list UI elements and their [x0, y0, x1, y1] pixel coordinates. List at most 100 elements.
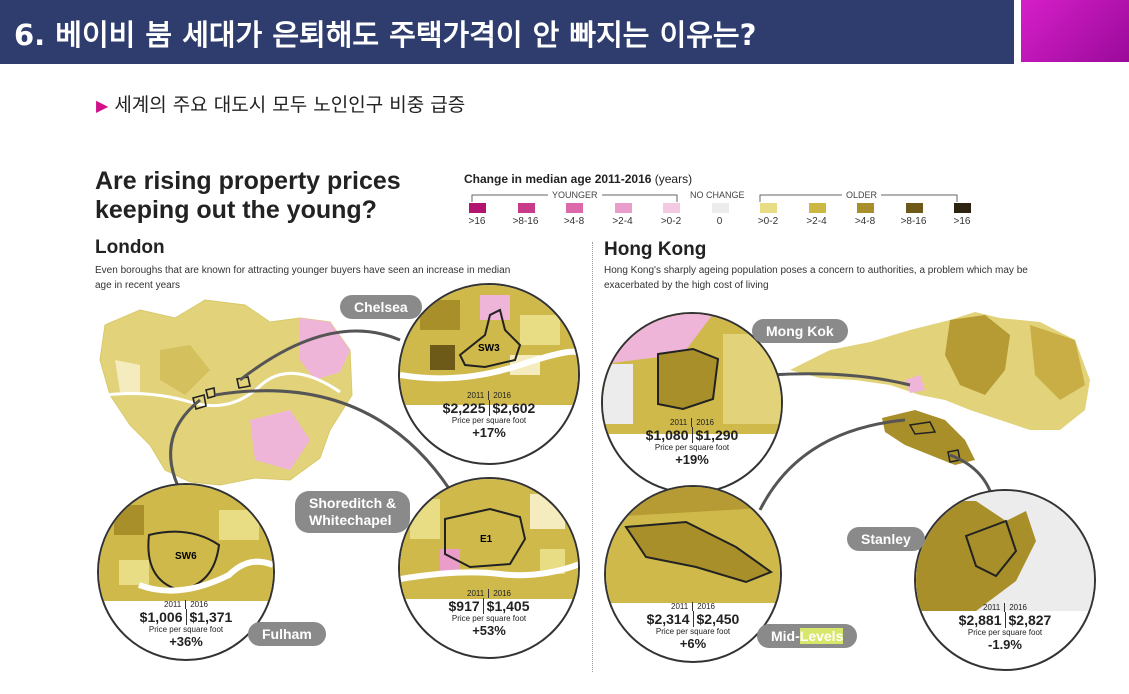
- shoreditch-map: [400, 479, 578, 599]
- legend-label: >0-2: [757, 216, 779, 227]
- fulham-circle: SW6 2011 2016 $1,006 $1,371 Price per squa…: [97, 483, 275, 661]
- legend-label: >16: [468, 216, 486, 227]
- shoreditch-change: +53%: [472, 623, 506, 638]
- legend-swatch: [663, 203, 680, 213]
- legend-older: OLDER: [842, 190, 882, 200]
- mongkok-ppsf: Price per square foot: [654, 443, 730, 452]
- fulham-price1: $1,006: [137, 609, 187, 625]
- chelsea-year2: 2016: [493, 391, 511, 400]
- chelsea-change: +17%: [472, 425, 506, 440]
- legend-swatch: [614, 203, 632, 213]
- shoreditch-price1: $917: [446, 598, 484, 614]
- bullet-item: ▶ 세계의 주요 대도시 모두 노인인구 비중 급증: [96, 90, 465, 117]
- shoreditch-pill-line-2: Whitechapel: [309, 512, 392, 528]
- chelsea-circle: SW3 2011 2016 $2,225 $2,602 Price per squa…: [398, 283, 580, 465]
- infographic-heading: Are rising property prices keeping out t…: [95, 167, 455, 225]
- legend-swatch: [469, 203, 486, 213]
- midlevels-pill-b: Levels: [799, 628, 844, 644]
- mongkok-pill: Mong Kok: [752, 319, 848, 343]
- chelsea-year1: 2011: [463, 391, 490, 400]
- stanley-ppsf: Price per square foot: [967, 628, 1043, 637]
- legend-swatch: [905, 203, 923, 213]
- mongkok-stats: 2011 2016 $1,080 $1,290 Price per square f…: [603, 418, 781, 467]
- chelsea-stats: 2011 2016 $2,225 $2,602 Price per square f…: [400, 391, 578, 440]
- bullet-text: 세계의 주요 대도시 모두 노인인구 비중 급증: [114, 94, 466, 116]
- legend-label: >4-8: [854, 216, 876, 227]
- legend-swatch: [954, 203, 971, 213]
- fulham-pill: Fulham: [248, 622, 326, 646]
- midlevels-ppsf: Price per square foot: [655, 627, 731, 636]
- stanley-circle: 2011 2016 $2,881 $2,827 Price per square f…: [914, 489, 1096, 671]
- legend-label: >16: [953, 216, 971, 227]
- legend-label: >0-2: [660, 216, 682, 227]
- hongkong-desc-line-2: exacerbated by the high cost of living: [604, 280, 769, 291]
- stanley-stats: 2011 2016 $2,881 $2,827 Price per square f…: [916, 603, 1094, 652]
- fulham-code: SW6: [175, 551, 197, 562]
- legend-title: Change in median age 2011-2016 (years): [464, 172, 692, 186]
- midlevels-change: +6%: [679, 636, 707, 651]
- fulham-ppsf: Price per square foot: [148, 625, 224, 634]
- panel-divider: [592, 242, 593, 672]
- shoreditch-code: E1: [480, 534, 493, 545]
- fulham-change: +36%: [169, 634, 203, 649]
- legend-swatch: [517, 203, 535, 213]
- midlevels-price1: $2,314: [644, 611, 694, 627]
- mongkok-year2: 2016: [696, 418, 714, 427]
- shoreditch-pill-line-1: Shoreditch &: [309, 495, 397, 511]
- hongkong-desc-line-1: Hong Kong's sharply ageing population po…: [604, 265, 1028, 276]
- legend-title-bold: Change in median age 2011-2016: [464, 172, 652, 186]
- slide-title: 6. 베이비 붐 세대가 은퇴해도 주택가격이 안 빠지는 이유는?: [14, 18, 757, 52]
- fulham-stats: 2011 2016 $1,006 $1,371 Price per square f…: [99, 600, 273, 649]
- mongkok-circle: 2011 2016 $1,080 $1,290 Price per square f…: [601, 312, 783, 494]
- shoreditch-stats: 2011 2016 $917 $1,405 Price per square foo…: [400, 589, 578, 638]
- chelsea-map: [400, 285, 578, 405]
- hongkong-title: Hong Kong: [604, 239, 707, 260]
- legend-swatch: [711, 203, 729, 213]
- legend-title-unit: (years): [654, 172, 693, 186]
- mongkok-year1: 2011: [666, 418, 693, 427]
- hongkong-map: [790, 312, 1090, 465]
- stanley-year2: 2016: [1009, 603, 1027, 612]
- stanley-price2: $2,827: [1008, 612, 1052, 628]
- legend-swatch: [566, 203, 583, 213]
- fulham-year2: 2016: [190, 600, 208, 609]
- legend-swatch: [808, 203, 826, 213]
- fulham-map: [99, 485, 273, 601]
- shoreditch-circle: E1 2011 2016 $917 $1,405 Price per square …: [398, 477, 580, 659]
- legend-younger: YOUNGER: [548, 190, 602, 200]
- london-desc-line-1: Even boroughs that are known for attract…: [95, 265, 511, 276]
- chelsea-price1: $2,225: [440, 400, 490, 416]
- shoreditch-pill: Shoreditch & Whitechapel: [295, 491, 411, 533]
- stanley-year1: 2011: [979, 603, 1006, 612]
- midlevels-stats: 2011 2016 $2,314 $2,450 Price per square f…: [606, 602, 780, 651]
- chelsea-ppsf: Price per square foot: [451, 416, 527, 425]
- midlevels-pill: Mid-Levels: [757, 624, 858, 648]
- heading-line-2: keeping out the young?: [95, 196, 377, 224]
- midlevels-pill-a: Mid-: [771, 628, 800, 644]
- stanley-change: -1.9%: [988, 637, 1022, 652]
- midlevels-circle: 2011 2016 $2,314 $2,450 Price per square f…: [604, 485, 782, 663]
- legend-nochange: NO CHANGE: [690, 190, 745, 200]
- london-title: London: [95, 237, 165, 258]
- legend-swatch: [760, 203, 777, 213]
- legend-label: >4-8: [563, 216, 585, 227]
- heading-line-1: Are rising property prices: [95, 167, 401, 195]
- legend-label: >8-16: [900, 216, 927, 227]
- fulham-year1: 2011: [160, 600, 187, 609]
- mongkok-change: +19%: [675, 452, 709, 467]
- legend-swatch: [857, 203, 874, 213]
- chelsea-pill: Chelsea: [340, 295, 422, 319]
- midlevels-price2: $2,450: [696, 611, 740, 627]
- hongkong-desc: Hong Kong's sharply ageing population po…: [604, 263, 1104, 293]
- shoreditch-year2: 2016: [493, 589, 511, 598]
- midlevels-year2: 2016: [697, 602, 715, 611]
- title-bar: 6. 베이비 붐 세대가 은퇴해도 주택가격이 안 빠지는 이유는?: [0, 0, 1014, 64]
- legend-label: >8-16: [512, 216, 539, 227]
- chelsea-code: SW3: [478, 343, 500, 354]
- legend-label: >2-4: [612, 216, 633, 227]
- legend-label: >2-4: [806, 216, 827, 227]
- shoreditch-price2: $1,405: [486, 598, 530, 614]
- stanley-pill: Stanley: [847, 527, 925, 551]
- triangle-bullet-icon: ▶: [96, 96, 109, 115]
